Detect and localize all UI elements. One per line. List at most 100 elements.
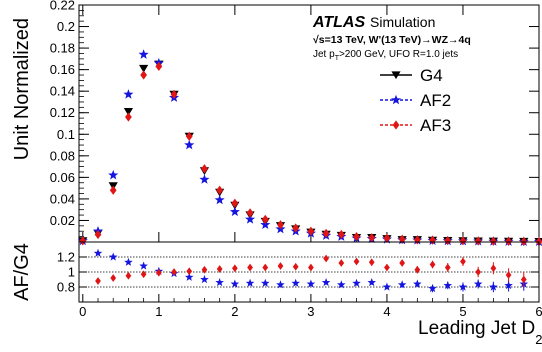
af2-ratio-point: [428, 284, 437, 293]
annotation-block: ATLAS Simulation √s=13 TeV, W'(13 TeV)→W…: [312, 14, 471, 62]
legend-marker-af2: [390, 94, 402, 105]
af3-main-point: [474, 236, 482, 246]
ratio-y-axis-label: AF/G4: [11, 243, 33, 301]
af3-ratio-point: [292, 262, 299, 271]
af3-main-point: [277, 220, 284, 230]
x-tick-label: 0: [79, 304, 86, 319]
legend-label-g4: G4: [420, 66, 443, 85]
af3-main-point: [307, 226, 315, 236]
af3-ratio-point: [490, 264, 497, 273]
x-tick-label: 3: [307, 304, 314, 319]
af3-ratio-point: [140, 270, 147, 279]
af2-main-point: [138, 49, 149, 59]
af3-main-point: [505, 236, 512, 246]
af2-ratio-point: [337, 280, 346, 289]
main-y-ticks: 0.02 0.04 0.06 0.08 0.1 0.12 0.14 0.16 0.18 0.2 0.…: [50, 0, 540, 242]
af2-ratio-point: [352, 278, 361, 287]
af3-main-point: [155, 61, 163, 72]
main-y-tick-label: 0.04: [50, 191, 75, 206]
main-y-tick-label: 0.22: [50, 0, 75, 13]
af2-ratio-point: [139, 261, 148, 270]
af2-main-point: [199, 174, 210, 184]
g4-main-point: [123, 107, 134, 116]
af3-main-point: [383, 233, 391, 243]
af2-ratio-point: [108, 252, 118, 261]
af3-ratio-point: [368, 258, 375, 267]
ratio-y-tick-label: 0.8: [57, 280, 75, 295]
legend-label-af2: AF2: [420, 91, 451, 110]
atlas-label: ATLAS: [312, 14, 365, 31]
af3-main-point: [246, 208, 254, 218]
af3-ratio-point: [247, 263, 253, 272]
main-y-tick-label: 0.1: [57, 127, 75, 142]
af3-main-point: [292, 223, 300, 233]
af2-main-point: [229, 206, 240, 217]
af2-ratio-point: [261, 278, 270, 287]
af3-main-point: [216, 185, 224, 195]
main-y-tick-label: 0.02: [50, 213, 75, 228]
af3-ratio-point: [323, 254, 329, 263]
af3-ratio-point: [353, 257, 360, 266]
af2-ratio-point: [489, 282, 498, 291]
af3-main-point: [444, 235, 452, 246]
af2-ratio-point: [276, 280, 285, 289]
jet-selection-label: Jet pT>200 GeV, UFO R=1.0 jets: [313, 49, 458, 62]
legend: G4 AF2 AF3: [380, 66, 451, 135]
legend-marker-g4: [391, 71, 401, 80]
main-y-tick-label: 0.14: [50, 84, 75, 99]
af3-ratio-point: [155, 268, 162, 277]
af2-ratio-point: [93, 248, 103, 257]
x-tick-label: 5: [459, 304, 466, 319]
x-tick-label: 4: [383, 304, 390, 319]
af3-ratio-point: [186, 267, 193, 276]
main-y-tick-label: 0.18: [50, 41, 75, 56]
af3-ratio-point: [384, 263, 390, 272]
af3-main-point: [337, 229, 345, 240]
af3-main-point: [94, 229, 102, 240]
af3-main-point: [520, 236, 528, 247]
af3-ratio-point: [520, 275, 527, 284]
x-axis-label-text: Leading Jet D: [418, 318, 535, 339]
af2-ratio-point: [184, 272, 194, 281]
af3-ratio-point: [505, 271, 512, 279]
ratio-series-marks: [93, 248, 529, 293]
af2-ratio-point: [245, 278, 255, 287]
ratio-y-tick-label: 1.2: [57, 250, 75, 265]
af3-ratio-point: [399, 259, 405, 267]
af2-ratio-point: [458, 282, 468, 291]
main-series-marks: [77, 49, 542, 247]
af2-ratio-point: [413, 279, 422, 288]
af3-ratio-point: [232, 264, 238, 273]
jet-selection-label-prefix: Jet p: [313, 49, 335, 60]
jet-selection-label-subscript: T: [335, 55, 340, 62]
af2-main-point: [184, 139, 195, 150]
x-tick-label: 2: [231, 304, 238, 319]
af3-main-point: [490, 236, 497, 246]
af3-main-point: [322, 228, 330, 239]
simulation-label: Simulation: [370, 14, 435, 30]
af3-main-point: [201, 164, 208, 174]
main-y-tick-label: 0.2: [57, 19, 75, 34]
af3-ratio-point: [414, 265, 421, 274]
af3-ratio-point: [429, 260, 436, 269]
af3-ratio-point: [308, 263, 314, 272]
af2-ratio-point: [124, 257, 133, 266]
ratio-x-ticks: 0 1 2 3 4 5 6: [79, 294, 542, 319]
energy-process-label: √s=13 TeV, W'(13 TeV)→WZ→4q: [313, 34, 471, 46]
af3-ratio-point: [460, 257, 466, 266]
ratio-y-ticks: 0.811.2: [57, 250, 539, 295]
x-tick-label: 6: [535, 304, 542, 319]
af3-ratio-point: [475, 268, 482, 276]
af2-ratio-point: [306, 279, 316, 288]
af3-ratio-point: [277, 262, 284, 270]
legend-label-af3: AF3: [420, 116, 451, 135]
af2-ratio-point: [382, 282, 392, 291]
af2-main-point: [260, 219, 271, 230]
af2-ratio-point: [200, 275, 209, 284]
x-tick-label: 1: [155, 304, 162, 319]
af2-main-point: [123, 89, 134, 99]
ratio-y-tick-label: 1: [68, 265, 75, 280]
af3-main-point: [231, 198, 239, 208]
